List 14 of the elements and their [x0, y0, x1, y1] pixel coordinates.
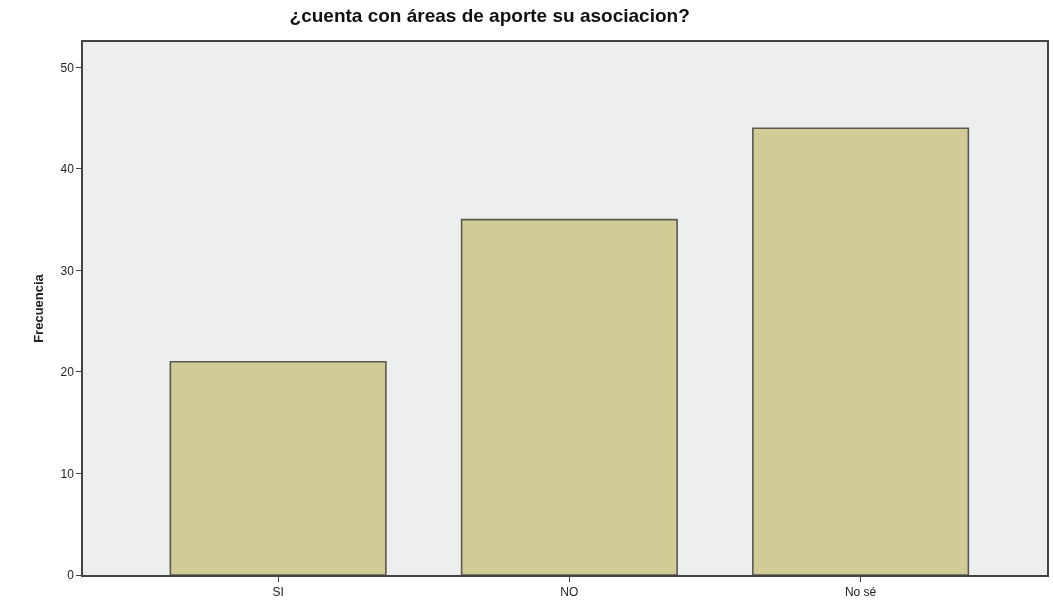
y-axis-title: Frecuencia [30, 273, 46, 343]
y-tick-label: 0 [67, 568, 75, 583]
y-tick-label: 10 [60, 466, 75, 481]
y-tick-label: 40 [60, 162, 75, 177]
y-tick-label: 20 [60, 365, 75, 380]
y-tick-label: 50 [60, 60, 75, 75]
x-tick-label: NO [560, 585, 579, 600]
y-tick-label: 30 [60, 263, 75, 278]
x-tick-label: SI [272, 585, 284, 600]
bar [169, 361, 387, 575]
bar [752, 127, 970, 575]
bar [460, 218, 678, 575]
x-tick-label: No sé [844, 585, 877, 600]
chart-title: ¿cuenta con áreas de aporte su asociacion? [289, 5, 690, 27]
